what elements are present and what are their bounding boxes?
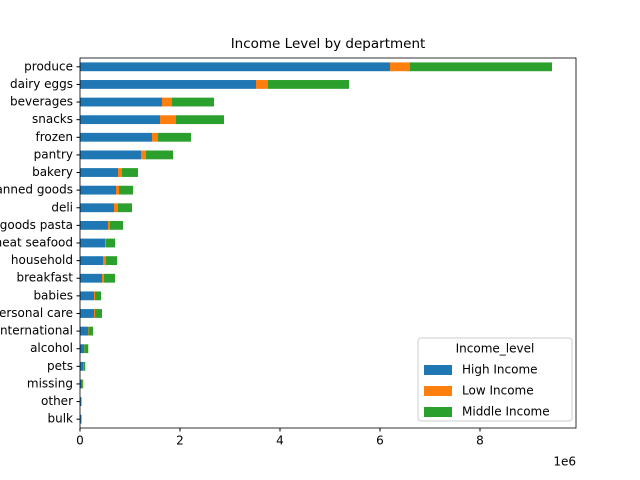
bar-segment: [80, 97, 162, 107]
bar-segment: [80, 256, 103, 266]
bar-segment: [80, 344, 84, 354]
bar-segment: [83, 361, 86, 371]
bar-segment: [268, 80, 349, 89]
bar-segment: [80, 273, 102, 283]
bar-segment: [80, 379, 82, 389]
y-tick-label: meat seafood: [0, 236, 73, 250]
bar-segment: [114, 203, 118, 213]
bar-segment: [102, 273, 104, 283]
legend-swatch: [424, 365, 452, 375]
bar-segment: [256, 80, 268, 89]
legend-swatch: [424, 386, 452, 396]
bar-segment: [80, 80, 256, 89]
y-tick-label: alcohol: [30, 341, 73, 355]
y-tick-label: frozen: [35, 130, 73, 144]
bar-segment: [158, 132, 191, 142]
bar-segment: [80, 238, 105, 248]
legend-title: Income_level: [456, 342, 535, 356]
bar-segment: [80, 62, 390, 72]
bar-segment: [80, 150, 141, 160]
y-tick-label: other: [41, 394, 73, 408]
bar-segment: [162, 97, 172, 107]
bar-segment: [80, 309, 94, 318]
bar-segment: [81, 414, 82, 424]
chart-title: Income Level by department: [231, 36, 426, 52]
y-tick-label: household: [11, 253, 73, 267]
x-tick-label: 8: [476, 434, 484, 448]
x-offset-label: 1e6: [553, 455, 576, 469]
bar-segment: [95, 309, 102, 318]
bar-segment: [118, 203, 132, 213]
bar-segment: [80, 361, 83, 371]
bar-segment: [122, 168, 138, 177]
bar-segment: [118, 168, 122, 177]
bar-segment: [88, 326, 93, 336]
bar-segment: [172, 97, 214, 107]
y-tick-label: dry goods pasta: [0, 218, 73, 232]
legend-label: High Income: [462, 363, 538, 377]
bar-segment: [88, 326, 89, 336]
bar-segment: [84, 344, 89, 354]
y-tick-label: dairy eggs: [10, 77, 73, 91]
y-tick-label: bakery: [32, 165, 73, 179]
bar-segment: [106, 238, 115, 248]
bar-segment: [103, 256, 106, 266]
y-tick-label: bulk: [47, 412, 73, 426]
bar-segment: [390, 62, 410, 72]
bar-segment: [80, 203, 114, 213]
bar-segment: [80, 220, 108, 230]
legend-label: Middle Income: [462, 405, 550, 419]
y-tick-label: pantry: [34, 147, 73, 161]
bar-segment: [160, 115, 176, 125]
x-tick-label: 6: [376, 434, 384, 448]
bar-segment: [94, 291, 95, 301]
bar-segment: [80, 397, 81, 406]
bar-segment: [95, 291, 101, 301]
bar-segment: [176, 115, 224, 125]
bar-segment: [82, 379, 84, 389]
plot-frame: [79, 57, 577, 429]
bar-segment: [105, 238, 106, 248]
bar-segment: [94, 309, 95, 318]
y-tick-label: personal care: [0, 306, 73, 320]
bar-segment: [80, 291, 94, 301]
legend-box: [417, 337, 573, 422]
bar-segment: [80, 132, 152, 142]
x-tick-label: 2: [176, 434, 184, 448]
bar-segment: [80, 185, 116, 195]
bar-segment: [110, 220, 123, 230]
y-tick-label: beverages: [10, 95, 73, 109]
bar-segment: [80, 168, 118, 177]
bar-segment: [81, 397, 82, 406]
y-tick-label: pets: [47, 359, 73, 373]
bar-segment: [80, 414, 81, 424]
bar-segment: [108, 220, 110, 230]
x-tick-label: 0: [76, 434, 84, 448]
bar-segment: [80, 326, 88, 336]
bar-segment: [141, 150, 146, 160]
y-tick-label: missing: [27, 376, 73, 390]
y-tick-label: breakfast: [16, 271, 73, 285]
bar-segment: [116, 185, 119, 195]
x-tick-label: 4: [276, 434, 284, 448]
bar-segment: [152, 132, 158, 142]
y-tick-label: deli: [51, 200, 73, 214]
bar-segment: [80, 115, 160, 125]
y-tick-label: produce: [24, 59, 73, 73]
legend-label: Low Income: [462, 384, 534, 398]
y-tick-label: international: [0, 324, 73, 338]
y-tick-label: snacks: [32, 112, 73, 126]
bar-segment: [146, 150, 173, 160]
y-tick-label: babies: [33, 288, 73, 302]
bar-segment: [104, 273, 115, 283]
legend-swatch: [424, 407, 452, 417]
bar-segment: [410, 62, 552, 72]
y-tick-label: canned goods: [0, 183, 73, 197]
bar-segment: [106, 256, 117, 266]
bar-segment: [119, 185, 133, 195]
